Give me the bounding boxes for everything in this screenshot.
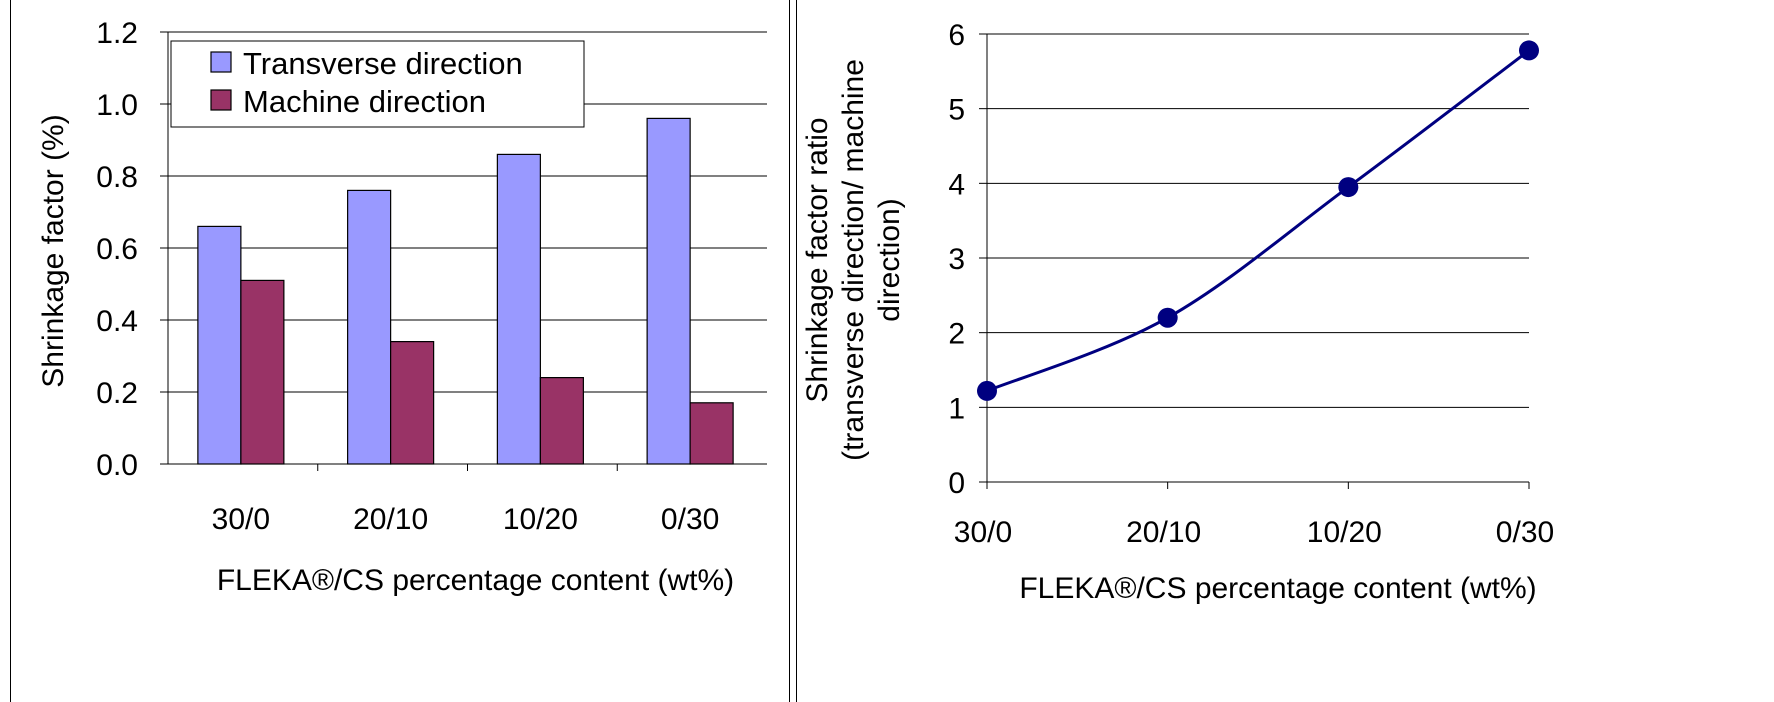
bar [539, 377, 584, 465]
x-tick-label: 10/20 [503, 503, 578, 536]
bar-chart: 0.0 0.2 0.4 0.6 0.8 1.0 1.2 30/0 20/10 10/20 0/30… [37, 17, 767, 597]
legend-swatch [210, 51, 232, 73]
x-tick-label: 20/10 [353, 503, 428, 536]
x-tick-label: 30/0 [954, 516, 1012, 549]
x-axis-title: FLEKA®/CS percentage content (wt%) [217, 564, 734, 597]
y-tick-label: 0 [948, 467, 965, 500]
legend-label: Transverse direction [243, 46, 523, 81]
x-tick-label: 30/0 [212, 503, 270, 536]
y-axis-title-line: Shrinkage factor ratio [801, 117, 834, 402]
line-chart: 0 1 2 3 4 5 6 30/0 20/10 10/20 0/30 FLEKA®/CS per… [801, 19, 1554, 605]
y-tick-label: 0.2 [96, 377, 138, 410]
bar [390, 341, 435, 465]
bar [347, 189, 392, 465]
y-axis-title: Shrinkage factor (%) [37, 114, 70, 387]
bar [689, 402, 734, 465]
bar [197, 225, 242, 465]
y-tick-label: 0.0 [96, 449, 138, 482]
x-tick-label: 10/20 [1307, 516, 1382, 549]
y-axis-title-line: direction) [873, 198, 906, 321]
x-tick-label: 20/10 [1126, 516, 1201, 549]
data-point [1157, 307, 1178, 328]
legend-swatch [210, 89, 232, 111]
y-axis-title: Shrinkage factor ratio (transverse direc… [801, 59, 906, 461]
x-tick-label: 0/30 [1496, 516, 1554, 549]
data-point [977, 380, 997, 401]
line-chart-panel: 0 1 2 3 4 5 6 30/0 20/10 10/20 0/30 FLEKA®/CS per… [796, 0, 1774, 702]
legend-label: Machine direction [243, 84, 486, 119]
legend-box [170, 40, 585, 128]
data-point [1519, 40, 1539, 61]
series-line [986, 49, 1530, 393]
bar-chart-panel: 0.0 0.2 0.4 0.6 0.8 1.0 1.2 30/0 20/10 10/20 0/30… [10, 0, 790, 702]
y-tick-label: 5 [948, 94, 965, 127]
y-tick-label: 3 [948, 243, 965, 276]
y-tick-label: 0.4 [96, 305, 138, 338]
y-tick-label: 1.0 [96, 89, 138, 122]
bar [240, 279, 285, 465]
y-tick-label: 1.2 [96, 17, 138, 50]
y-tick-label: 1 [948, 392, 965, 425]
data-point [1338, 177, 1359, 198]
y-tick-label: 0.8 [96, 161, 138, 194]
y-axis-title-line: (transverse direction/ machine [837, 59, 870, 461]
x-tick-label: 0/30 [661, 503, 719, 536]
bar [646, 117, 691, 465]
y-tick-label: 6 [948, 19, 965, 52]
x-axis-title: FLEKA®/CS percentage content (wt%) [1019, 572, 1536, 605]
bar [496, 153, 541, 465]
y-tick-label: 0.6 [96, 233, 138, 266]
y-tick-label: 4 [948, 168, 965, 201]
y-tick-label: 2 [948, 318, 965, 351]
